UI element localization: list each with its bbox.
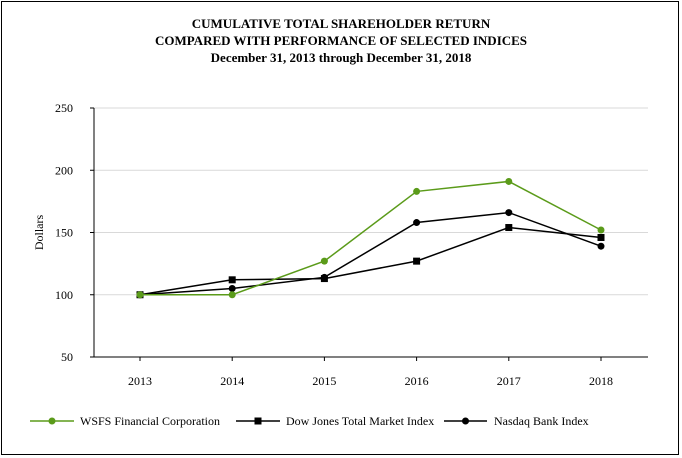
point-dow-jones-total-market-index-2017 <box>505 224 513 232</box>
legend-label-nasdaq-bank-index: Nasdaq Bank Index <box>494 414 589 428</box>
y-tick-label-150: 150 <box>55 226 73 240</box>
chart-title: CUMULATIVE TOTAL SHAREHOLDER RETURN <box>191 16 491 31</box>
point-wsfs-financial-corporation-2018 <box>597 226 605 234</box>
x-tick-label-2016: 2016 <box>405 374 429 388</box>
grid-lines <box>94 107 648 296</box>
point-nasdaq-bank-index-2016 <box>413 219 421 227</box>
point-dow-jones-total-market-index-2018 <box>597 233 605 241</box>
point-wsfs-financial-corporation-2016 <box>413 187 421 195</box>
point-nasdaq-bank-index-2017 <box>505 209 513 217</box>
x-tick-label-2013: 2013 <box>128 374 152 388</box>
y-axis-label: Dollars <box>32 215 46 251</box>
x-tick-label-2018: 2018 <box>589 374 613 388</box>
legend-label-dow-jones-total-market-index: Dow Jones Total Market Index <box>286 414 434 428</box>
legend-label-wsfs-financial-corporation: WSFS Financial Corporation <box>80 414 220 428</box>
y-tick-label-100: 100 <box>55 288 73 302</box>
y-tick-label-200: 200 <box>55 163 73 177</box>
point-nasdaq-bank-index-2014 <box>228 285 236 293</box>
point-wsfs-financial-corporation-2017 <box>505 177 513 185</box>
point-nasdaq-bank-index-2018 <box>597 242 605 250</box>
series-line-dow-jones-total-market-index <box>139 226 602 296</box>
chart-subtitle: COMPARED WITH PERFORMANCE OF SELECTED IN… <box>154 33 528 48</box>
point-wsfs-financial-corporation-2014 <box>228 291 236 299</box>
point-dow-jones-total-market-index-2016 <box>413 257 421 265</box>
y-tick-label-250: 250 <box>55 101 73 115</box>
x-tick-label-2015: 2015 <box>312 374 336 388</box>
series-line-wsfs-financial-corporation <box>140 180 602 296</box>
axes: 50 100 150 200 250 2013 2014 2015 2016 2017 2018 Do… <box>32 101 648 388</box>
legend-marker-nasdaq-bank-index <box>462 417 469 425</box>
chart-date-range: December 31, 2013 through December 31, 2… <box>210 50 472 65</box>
point-dow-jones-total-market-index-2014 <box>228 276 236 284</box>
x-tick-label-2014: 2014 <box>220 374 244 388</box>
point-nasdaq-bank-index-2015 <box>320 273 328 281</box>
point-wsfs-financial-corporation-2015 <box>320 257 328 265</box>
legend-marker-dow-jones-total-market-index <box>254 417 262 425</box>
series-group <box>136 177 605 299</box>
legend: WSFS Financial Corporation Dow Jones Tota… <box>30 414 589 428</box>
point-wsfs-financial-corporation-2013 <box>136 291 144 299</box>
series-line-nasdaq-bank-index <box>139 211 602 296</box>
y-tick-label-50: 50 <box>61 350 73 364</box>
legend-marker-wsfs-financial-corporation <box>48 417 56 425</box>
x-tick-label-2017: 2017 <box>497 374 521 388</box>
